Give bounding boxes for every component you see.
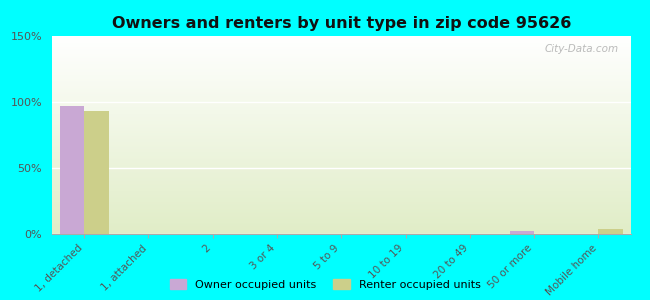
- Bar: [84, 111, 109, 234]
- Text: City-Data.com: City-Data.com: [545, 44, 619, 54]
- Bar: [510, 231, 534, 234]
- Legend: Owner occupied units, Renter occupied units: Owner occupied units, Renter occupied un…: [165, 275, 485, 294]
- Title: Owners and renters by unit type in zip code 95626: Owners and renters by unit type in zip c…: [112, 16, 571, 31]
- Bar: [599, 229, 623, 234]
- Bar: [60, 106, 84, 234]
